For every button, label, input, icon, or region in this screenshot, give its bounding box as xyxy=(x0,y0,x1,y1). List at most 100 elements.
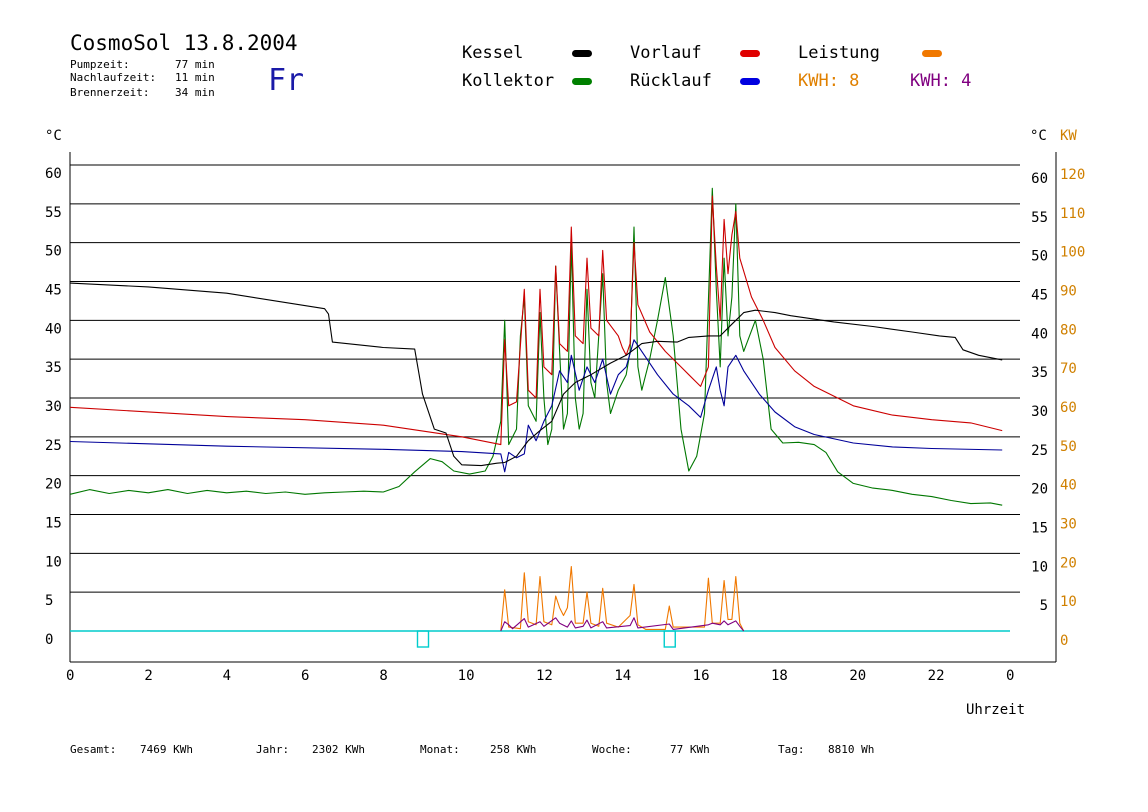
footer-gesamt-value: 7469 KWh xyxy=(140,743,193,756)
legend-label-leistung: Leistung xyxy=(798,43,880,63)
legend-label-kollektor: Kollektor xyxy=(462,71,554,91)
x-tick-label: 10 xyxy=(458,668,475,684)
x-tick-label: 18 xyxy=(771,668,788,684)
y-axis-unit-right: °C xyxy=(1030,128,1047,144)
power-tick-label: 20 xyxy=(1060,555,1077,571)
y-tick-label-right: 35 xyxy=(1031,365,1048,381)
power-tick-label: 120 xyxy=(1060,167,1085,183)
series-line-kessel xyxy=(69,282,1003,467)
legend-label-kessel: Kessel xyxy=(462,43,523,63)
y-tick-label-right: 15 xyxy=(1031,521,1048,537)
x-tick-label: 14 xyxy=(614,668,631,684)
footer-monat-label: Monat: xyxy=(420,743,460,756)
footer-totals: Gesamt: 7469 KWh Jahr: 2302 KWh Monat: 2… xyxy=(70,743,874,756)
series-lines xyxy=(69,187,1010,648)
y-tick-label-left: 55 xyxy=(45,205,62,221)
y-tick-label-left: 45 xyxy=(45,283,62,299)
y-tick-label-right: 50 xyxy=(1031,249,1048,265)
power-tick-label: 10 xyxy=(1060,594,1077,610)
series-line-vorlauf xyxy=(69,195,1003,446)
y-tick-label-right: 20 xyxy=(1031,482,1048,498)
power-tick-label: 80 xyxy=(1060,322,1077,338)
y-tick-label-left: 30 xyxy=(45,399,62,415)
legend-swatch-kessel xyxy=(572,50,592,57)
y-tick-label-right: 40 xyxy=(1031,326,1048,342)
y-tick-label-left: 40 xyxy=(45,321,62,337)
y-tick-label-left: 50 xyxy=(45,244,62,260)
runtime-pump-value: 77 min xyxy=(175,58,215,71)
runtime-brenner-label: Brennerzeit: xyxy=(70,86,149,99)
y-tick-label-left: 25 xyxy=(45,438,62,454)
footer-jahr-label: Jahr: xyxy=(256,743,289,756)
series-line-leistung xyxy=(500,565,745,632)
x-tick-label: 22 xyxy=(928,668,945,684)
y-tick-label-left: 10 xyxy=(45,554,62,570)
footer-tag-value: 8810 Wh xyxy=(828,743,874,756)
footer-jahr-value: 2302 KWh xyxy=(312,743,365,756)
power-tick-label: 100 xyxy=(1060,245,1085,261)
y-tick-label-left: 0 xyxy=(45,632,53,648)
legend-kwh-2: KWH: 4 xyxy=(910,71,971,91)
power-axis-unit: KW xyxy=(1060,128,1077,144)
footer-woche-label: Woche: xyxy=(592,743,632,756)
power-tick-label: 90 xyxy=(1060,284,1077,300)
x-axis-label: Uhrzeit xyxy=(966,702,1025,718)
y-tick-label-right: 10 xyxy=(1031,559,1048,575)
series-line-kwh-4 xyxy=(500,617,745,632)
x-tick-label: 4 xyxy=(223,668,231,684)
runtime-pump-label: Pumpzeit: xyxy=(70,58,130,71)
y-tick-label-right: 45 xyxy=(1031,288,1048,304)
zero-line-marker xyxy=(416,630,430,648)
x-tick-label: 8 xyxy=(379,668,387,684)
footer-woche-value: 77 KWh xyxy=(670,743,710,756)
chart-title: CosmoSol 13.8.2004 xyxy=(70,31,298,55)
x-tick-label: 12 xyxy=(536,668,553,684)
y-tick-label-left: 60 xyxy=(45,166,62,182)
power-tick-label: 70 xyxy=(1060,361,1077,377)
y-tick-label-left: 15 xyxy=(45,516,62,532)
y-tick-label-right: 5 xyxy=(1040,598,1048,614)
x-tick-label: 2 xyxy=(144,668,152,684)
y-tick-label-right: 30 xyxy=(1031,404,1048,420)
legend: Kessel Vorlauf Leistung Kollektor Rückla… xyxy=(462,43,971,91)
y-tick-label-right: 25 xyxy=(1031,443,1048,459)
legend-kwh-1: KWH: 8 xyxy=(798,71,859,91)
runtime-nachlauf-label: Nachlaufzeit: xyxy=(70,71,156,84)
legend-swatch-leistung xyxy=(922,50,942,57)
legend-swatch-vorlauf xyxy=(740,50,760,57)
power-tick-label: 40 xyxy=(1060,478,1077,494)
power-tick-label: 60 xyxy=(1060,400,1077,416)
legend-swatch-kollektor xyxy=(572,78,592,85)
legend-label-vorlauf: Vorlauf xyxy=(630,43,702,63)
power-tick-label: 30 xyxy=(1060,517,1077,533)
legend-label-ruecklauf: Rücklauf xyxy=(630,71,712,91)
runtime-nachlauf-value: 11 min xyxy=(175,71,215,84)
x-tick-label: 16 xyxy=(693,668,710,684)
axes xyxy=(69,152,1057,663)
runtime-brenner-value: 34 min xyxy=(175,86,215,99)
y-axis-unit-left: °C xyxy=(45,128,62,144)
power-tick-label: 0 xyxy=(1060,633,1068,649)
footer-gesamt-label: Gesamt: xyxy=(70,743,116,756)
power-tick-label: 50 xyxy=(1060,439,1077,455)
series-line-kollektor xyxy=(69,187,1003,506)
grid xyxy=(70,164,1020,593)
y-tick-label-right: 60 xyxy=(1031,171,1048,187)
x-tick-label: 20 xyxy=(849,668,866,684)
y-tick-label-left: 5 xyxy=(45,593,53,609)
y-tick-label-left: 35 xyxy=(45,360,62,376)
footer-monat-value: 258 KWh xyxy=(490,743,536,756)
series-line-r-cklauf xyxy=(69,339,1003,473)
power-tick-label: 110 xyxy=(1060,206,1085,222)
runtime-info: Pumpzeit: 77 min Nachlaufzeit: 11 min Br… xyxy=(70,58,215,99)
footer-tag-label: Tag: xyxy=(778,743,805,756)
x-tick-label: 6 xyxy=(301,668,309,684)
day-label: Fr xyxy=(268,63,304,98)
y-tick-label-left: 20 xyxy=(45,477,62,493)
x-tick-label: 0 xyxy=(66,668,74,684)
zero-line-marker xyxy=(663,630,676,648)
y-tick-label-right: 55 xyxy=(1031,210,1048,226)
x-tick-label: 0 xyxy=(1006,668,1014,684)
